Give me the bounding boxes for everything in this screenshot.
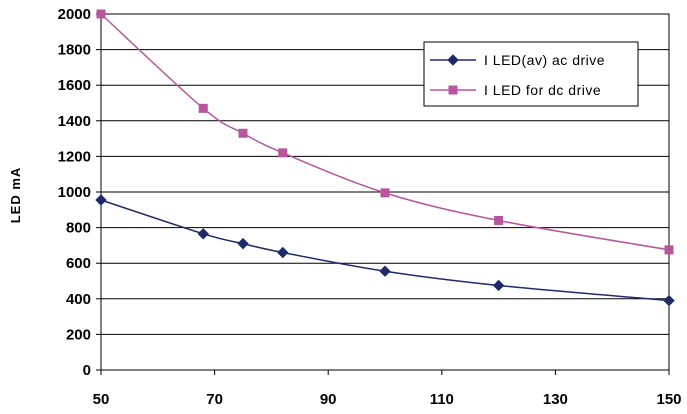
data-point	[278, 148, 288, 158]
data-point	[237, 237, 249, 250]
legend-label: I LED(av) ac drive	[484, 52, 605, 68]
y-tick-label: 2000	[58, 6, 91, 23]
y-axis-ticks: 0 200 400 600 800 1000 1200 1400 1600 1800 2000	[58, 6, 101, 379]
y-tick-label: 1600	[58, 77, 91, 94]
x-tick-label: 110	[430, 391, 454, 408]
series-1	[95, 194, 675, 307]
x-axis-ticks: 50 70 90 110 130 150	[93, 370, 682, 408]
series-line	[100, 199, 670, 302]
x-tick-label: 70	[206, 391, 223, 408]
data-point	[379, 265, 391, 277]
y-tick-label: 600	[66, 255, 91, 272]
data-point	[198, 103, 208, 113]
data-point	[380, 188, 390, 198]
x-tick-label: 130	[543, 391, 568, 408]
data-point	[492, 279, 505, 292]
y-tick-label: 800	[66, 220, 91, 237]
data-point	[277, 246, 289, 259]
data-point	[238, 128, 248, 138]
data-point	[197, 228, 209, 240]
data-point	[663, 294, 675, 307]
legend-items: I LED(av) ac drive I LED for dc drive	[430, 52, 605, 98]
legend-box	[423, 41, 639, 107]
y-tick-label: 200	[66, 326, 91, 343]
legend: I LED(av) ac drive I LED for dc drive	[423, 41, 639, 107]
series-2	[96, 9, 674, 255]
legend-marker	[447, 54, 459, 66]
legend-marker	[448, 85, 458, 95]
y-tick-label: 0	[83, 362, 91, 379]
y-tick-label: 1200	[58, 148, 91, 165]
y-tick-label: 1400	[58, 113, 91, 130]
data-point	[96, 9, 106, 19]
y-tick-label: 1000	[58, 184, 91, 201]
x-tick-label: 90	[320, 391, 337, 408]
data-point	[494, 215, 504, 225]
data-point	[664, 245, 674, 255]
y-axis-title: LED mA	[8, 167, 23, 224]
y-tick-label: 1800	[58, 42, 91, 59]
x-tick-label: 50	[93, 391, 110, 408]
data-series	[95, 9, 675, 307]
data-point	[95, 194, 107, 206]
legend-label: I LED for dc drive	[484, 82, 601, 98]
x-tick-label: 150	[656, 391, 681, 408]
y-tick-label: 400	[66, 291, 91, 308]
